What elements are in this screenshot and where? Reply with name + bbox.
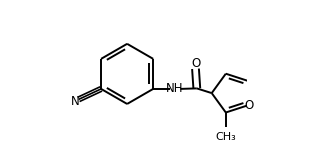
Text: O: O (244, 99, 253, 112)
Text: O: O (191, 57, 200, 70)
Text: NH: NH (166, 82, 183, 95)
Text: CH₃: CH₃ (216, 132, 236, 142)
Text: N: N (71, 95, 80, 108)
